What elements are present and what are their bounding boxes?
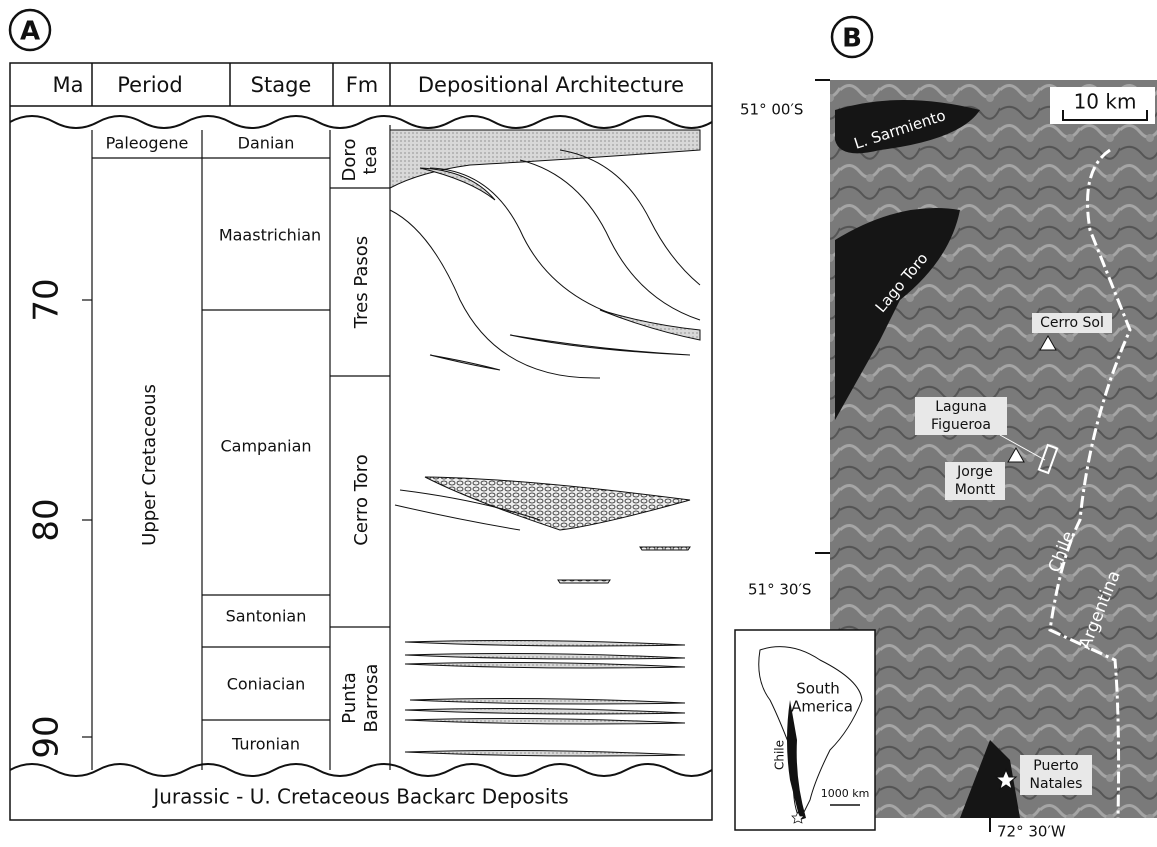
stage: Danian: [238, 134, 295, 153]
stage: Maastrichian: [219, 226, 321, 245]
formation: Barrosa: [361, 664, 382, 733]
map-label: Puerto: [1033, 758, 1079, 774]
coord-label: 72° 30′W: [997, 823, 1066, 841]
stage: Santonian: [226, 607, 307, 626]
formation: tea: [360, 145, 381, 174]
stage: Coniacian: [227, 675, 306, 694]
ma-tick-label: 70: [27, 278, 67, 321]
inset-label: Chile: [773, 740, 787, 770]
inset-label: America: [791, 698, 853, 716]
period: Paleogene: [106, 134, 189, 153]
satellite-map: [830, 80, 1157, 818]
header: Depositional Architecture: [418, 73, 684, 97]
stage: Turonian: [231, 735, 300, 754]
figure: A Ma Period Stage Fm Depositional Archit…: [0, 0, 1157, 847]
inset-scale: 1000 km: [821, 787, 870, 800]
coord-label: 51° 30′S: [748, 581, 811, 599]
formation: Doro: [339, 139, 360, 182]
unconformity: [10, 764, 712, 776]
header: Ma: [53, 73, 84, 97]
formation: Tres Pasos: [351, 236, 372, 329]
basement: Jurassic - U. Cretaceous Backarc Deposit…: [151, 785, 568, 809]
map-label: Natales: [1030, 776, 1083, 792]
panel-label: A: [20, 17, 40, 47]
formation: Cerro Toro: [351, 454, 372, 545]
period: Upper Cretaceous: [139, 384, 160, 546]
map-label: Figueroa: [931, 417, 991, 433]
header: Period: [117, 73, 182, 97]
coord-label: 51° 00′S: [740, 101, 803, 119]
map-label: Cerro Sol: [1040, 315, 1104, 331]
formation: Punta: [339, 672, 360, 723]
ma-tick-label: 80: [27, 498, 67, 541]
unconformity: [10, 116, 712, 128]
architecture: [390, 130, 700, 756]
map-label: Jorge: [956, 464, 993, 480]
header: Stage: [251, 73, 312, 97]
stage: Campanian: [220, 437, 311, 456]
ma-tick-label: 90: [27, 715, 67, 758]
panel-b: B 51° 00′S 51° 30′S 72° 30′W 10 km L. Sa…: [735, 17, 1157, 841]
header: Fm: [346, 73, 379, 97]
map-label: Laguna: [935, 399, 987, 415]
inset: South America Chile 1000 km: [735, 630, 875, 830]
panel-a: A Ma Period Stage Fm Depositional Archit…: [10, 10, 712, 820]
scale-label: 10 km: [1074, 90, 1137, 114]
inset-label: South: [796, 680, 840, 698]
panel-label: B: [842, 24, 862, 54]
map-label: Montt: [955, 482, 996, 498]
